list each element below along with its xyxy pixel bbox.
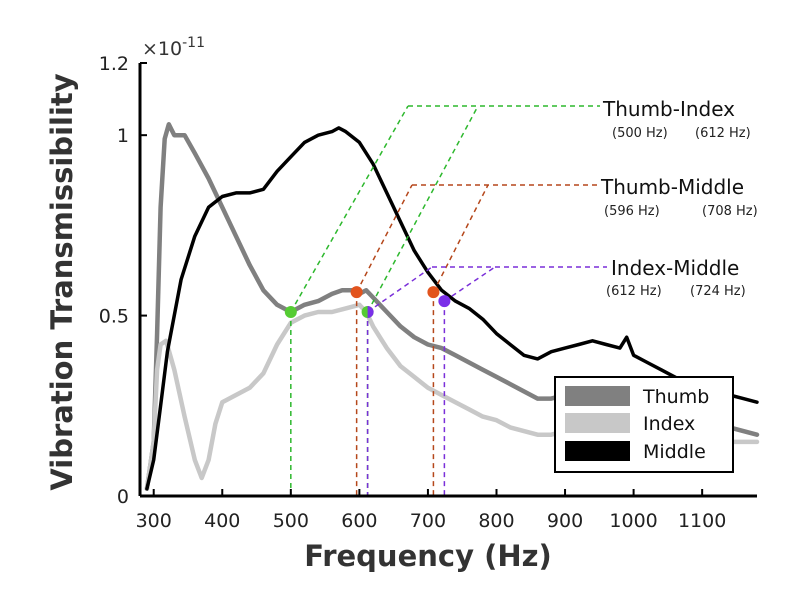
annotation-sub-index-middle-2: (724 Hz) — [690, 284, 746, 299]
ticks: 300 400 500 600 700 800 900 1000 1100 0 0.5 1 1.2 — [99, 53, 727, 532]
y-exponent-base: ×10 — [142, 38, 182, 60]
annotation-diagonal-line — [432, 184, 489, 293]
series-line-middle — [145, 126, 759, 491]
legend-swatch-middle — [565, 441, 630, 461]
annotation-title-thumb-index: Thumb-Index — [602, 97, 735, 121]
x-axis-label: Frequency (Hz) — [304, 539, 552, 573]
y-tick-label: 0.5 — [99, 306, 129, 328]
annotation-sub-thumb-middle-2: (708 Hz) — [702, 204, 758, 219]
annotation-sub-thumb-middle-1: (596 Hz) — [604, 204, 660, 219]
annotation-sub-thumb-index-2: (612 Hz) — [695, 126, 751, 141]
legend-swatch-index — [565, 413, 630, 433]
marker-thumb-middle-708 — [427, 286, 440, 299]
legend-swatch-thumb — [565, 386, 630, 406]
legend-label-middle: Middle — [643, 441, 706, 463]
annotation-diagonal-line — [290, 105, 409, 313]
legend: Thumb Index Middle — [554, 376, 734, 473]
y-tick-label: 1 — [117, 125, 129, 147]
x-tick-label: 700 — [410, 510, 446, 532]
annotation-sub-thumb-index-1: (500 Hz) — [612, 126, 668, 141]
annotation-sub-index-middle-1: (612 Hz) — [606, 284, 662, 299]
annotation-diagonal-line — [355, 184, 413, 293]
y-tick-label: 1.2 — [99, 53, 129, 75]
crossing-markers — [284, 286, 451, 318]
marker-index-middle-724 — [438, 295, 451, 308]
legend-label-index: Index — [643, 413, 695, 435]
marker-index-middle-612 — [367, 305, 374, 318]
y-exponent-label: ×10-11 — [142, 35, 205, 60]
x-tick-label: 300 — [136, 510, 172, 532]
marker-thumb-middle-596 — [350, 286, 363, 299]
y-axis-label: Vibration Transmissibility — [45, 73, 79, 490]
x-tick-label: 400 — [204, 510, 240, 532]
annotation-diagonal-line — [366, 105, 479, 313]
x-tick-label: 800 — [478, 510, 514, 532]
marker-thumb-index-500 — [284, 305, 297, 318]
annotation-diagonal-line — [367, 266, 433, 313]
x-tick-label: 500 — [273, 510, 309, 532]
annotation-diagonal-line — [443, 266, 496, 302]
x-tick-label: 900 — [547, 510, 583, 532]
x-tick-label: 1000 — [609, 510, 657, 532]
y-exponent-power: -11 — [182, 35, 205, 51]
x-tick-label: 1100 — [678, 510, 726, 532]
x-tick-label: 600 — [341, 510, 377, 532]
annotation-title-index-middle: Index-Middle — [611, 256, 739, 280]
legend-label-thumb: Thumb — [642, 386, 709, 408]
annotation-lines — [290, 105, 607, 496]
y-tick-label: 0 — [117, 486, 129, 508]
annotation-title-thumb-middle: Thumb-Middle — [600, 175, 744, 199]
